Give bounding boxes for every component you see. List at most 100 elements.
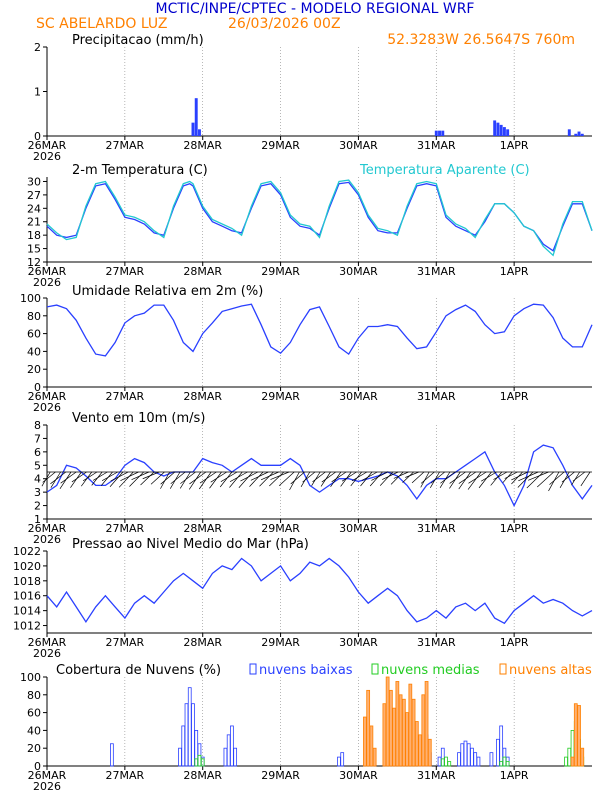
wind-y-tick-label: 5 xyxy=(34,459,41,472)
wind-barb xyxy=(100,471,113,486)
clouds-x-tick-label: 27MAR xyxy=(106,769,145,782)
precip-x-tick-label: 29MAR xyxy=(261,139,300,152)
wind-barb xyxy=(518,471,539,482)
cloud-bar xyxy=(366,689,371,767)
wind-title: Vento em 10m (m/s) xyxy=(72,411,205,426)
wind-barb xyxy=(390,471,404,485)
press-x-tick-label: 31MAR xyxy=(417,636,456,649)
precip-y-tick-label: 0 xyxy=(34,130,41,143)
wind-barb xyxy=(571,471,580,486)
clouds-y-tick-label: 0 xyxy=(34,760,41,773)
wind-barb xyxy=(478,471,492,489)
wind-barb xyxy=(129,471,144,487)
wind-barb xyxy=(209,471,222,489)
wind-barb xyxy=(180,471,196,484)
precip-bar xyxy=(567,129,571,136)
cloud-bar xyxy=(340,752,345,767)
temp-y-tick-label: 18 xyxy=(27,229,41,242)
clouds-title: Cobertura de Nuvens (%) xyxy=(56,663,221,678)
press-x-tick-label: 30MAR xyxy=(339,636,378,649)
cloud-bar xyxy=(110,743,114,767)
precip-bar xyxy=(499,124,503,136)
precip-x-tick-label: 1APR xyxy=(500,139,529,152)
cloud-bar xyxy=(499,761,504,767)
rh-x-tick-label: 1APR xyxy=(500,390,529,403)
wind-barb xyxy=(430,471,445,484)
wind-barb xyxy=(511,471,528,481)
precip-x-tick-label: 27MAR xyxy=(106,139,145,152)
temp-x-tick-label: 27MAR xyxy=(106,265,145,278)
clouds-y-tick-label: 60 xyxy=(27,707,41,720)
wind-barb xyxy=(481,471,497,482)
clouds-y-tick-label: 100 xyxy=(20,671,41,684)
wind-barb xyxy=(219,471,233,488)
wind-x-tick-label: 1APR xyxy=(500,522,529,535)
rh-x-tick-label: 27MAR xyxy=(106,390,145,403)
precip-y-tick-label: 1 xyxy=(34,86,41,99)
cloud-bar xyxy=(496,738,500,767)
wind-barb xyxy=(82,471,98,482)
rh-x-tick-label: 30MAR xyxy=(339,390,378,403)
temp-y-tick-label: 21 xyxy=(27,216,41,229)
wind-barb xyxy=(81,471,93,487)
wind-x-tick-label: 27MAR xyxy=(106,522,145,535)
wind-barb xyxy=(331,471,347,483)
cloud-bar xyxy=(337,756,341,767)
precip-x-tick-label: 26MAR xyxy=(28,139,67,152)
clouds-x-tick-label: 29MAR xyxy=(261,769,300,782)
header-location: SC ABELARDO LUZ xyxy=(36,16,168,32)
clouds-x-tick-label: 26MAR xyxy=(28,769,67,782)
cloud-bar xyxy=(223,747,228,767)
precip-bar xyxy=(577,131,581,136)
cloud-bar xyxy=(184,703,189,767)
wind-barb xyxy=(537,471,554,488)
press-x-tick-label: 28MAR xyxy=(183,636,222,649)
temp-y-tick-label: 27 xyxy=(27,189,41,202)
wind-barb xyxy=(60,471,77,484)
wind-barb xyxy=(70,471,82,488)
temp-x-tick-sublabel: 2026 xyxy=(33,276,61,289)
wind-barb xyxy=(120,471,139,481)
wind-barb xyxy=(140,471,155,486)
clouds-y-tick-label: 40 xyxy=(27,724,41,737)
cloud-bar xyxy=(405,712,409,767)
cloud-bar xyxy=(414,721,419,767)
wind-barb xyxy=(528,471,549,481)
precip-bar xyxy=(441,130,445,136)
wind-x-tick-label: 28MAR xyxy=(183,522,222,535)
wind-barb xyxy=(278,471,295,487)
temp-x-tick-label: 26MAR xyxy=(28,265,67,278)
rh-y-tick-label: 60 xyxy=(27,328,41,341)
wind-barb xyxy=(290,471,305,485)
cloud-bar xyxy=(447,761,452,767)
precip-bar xyxy=(502,127,506,136)
wind-barb xyxy=(411,471,425,484)
cloud-bar xyxy=(580,747,585,767)
wind-barb xyxy=(490,471,503,486)
cloud-bar xyxy=(466,743,471,767)
wind-barb xyxy=(188,471,202,490)
precip-bar xyxy=(198,129,201,136)
wind-y-tick-label: 3 xyxy=(34,486,41,499)
clouds-y-tick-label: 20 xyxy=(27,742,41,755)
wind-barb xyxy=(382,471,399,480)
cloud-bar xyxy=(395,681,400,767)
wind-barb xyxy=(361,471,378,481)
wind-barb xyxy=(548,471,560,492)
wind-barb xyxy=(238,471,253,488)
wind-barb xyxy=(340,471,352,487)
cloud-bar xyxy=(437,756,442,767)
wind-barb xyxy=(41,471,51,487)
cloud-bar xyxy=(489,752,494,767)
header-title: MCTIC/INPE/CPTEC - MODELO REGIONAL WRF xyxy=(156,1,475,17)
cloud-bar xyxy=(564,756,568,767)
wind-barb xyxy=(59,471,72,489)
cloud-bar xyxy=(181,725,186,767)
wind-x-tick-label: 29MAR xyxy=(261,522,300,535)
cloud-bar xyxy=(197,754,202,767)
wind-barb xyxy=(118,471,134,488)
cloud-bar xyxy=(178,747,182,767)
wind-y-tick-label: 2 xyxy=(34,500,41,513)
